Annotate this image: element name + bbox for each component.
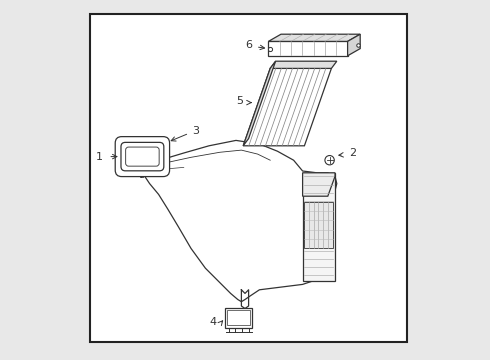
Polygon shape [269, 41, 347, 56]
Text: 5: 5 [236, 96, 243, 106]
Polygon shape [269, 34, 360, 41]
Polygon shape [243, 61, 275, 146]
Text: 3: 3 [192, 126, 199, 136]
Polygon shape [347, 34, 360, 56]
Bar [227, 310, 250, 325]
Polygon shape [243, 68, 331, 146]
Bar [303, 173, 335, 281]
Text: 2: 2 [349, 148, 356, 158]
Text: 4: 4 [209, 317, 216, 327]
FancyBboxPatch shape [125, 147, 159, 166]
Bar [225, 308, 252, 328]
Bar [90, 14, 407, 342]
Circle shape [325, 156, 334, 165]
Text: 6: 6 [245, 40, 252, 50]
FancyBboxPatch shape [115, 137, 170, 177]
Polygon shape [303, 173, 335, 196]
Text: 1: 1 [96, 152, 103, 162]
Polygon shape [141, 140, 337, 302]
FancyBboxPatch shape [121, 143, 164, 171]
Polygon shape [270, 61, 337, 68]
Polygon shape [304, 202, 333, 248]
